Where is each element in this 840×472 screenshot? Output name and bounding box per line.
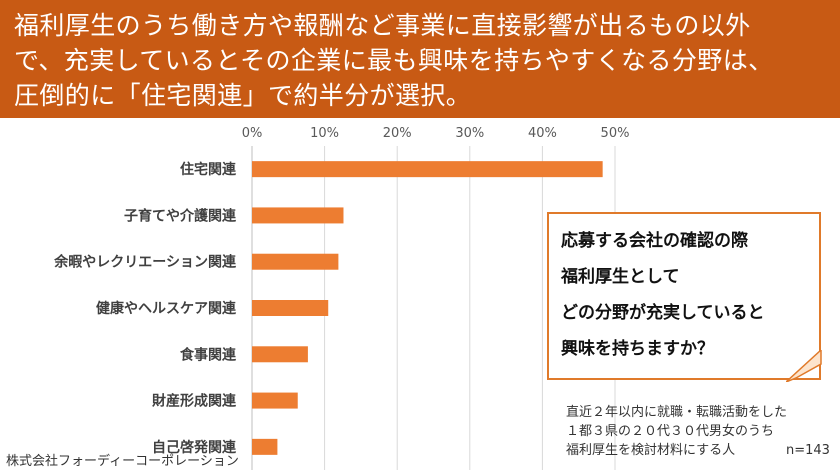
category-label: 自己啓発関連 [152, 439, 237, 456]
callout-folded-corner [786, 350, 822, 382]
note-line-1: 直近２年以内に就職・転職活動をした [566, 405, 788, 420]
header-line-3: 圧倒的に「住宅関連」で約半分が選択。 [14, 81, 472, 110]
header-banner: 福利厚生のうち働き方や報酬など事業に直接影響が出るもの以外 で、充実しているとそ… [0, 0, 840, 118]
bar [252, 253, 339, 270]
bar [252, 300, 329, 316]
sample-size: n=143 [786, 443, 830, 458]
x-axis-ticks: 0% 10% 20% 30% 40% 50% [242, 126, 630, 141]
bar [252, 207, 344, 224]
callout-line-4: 興味を持ちますか？ [561, 339, 714, 359]
category-label: 余暇やレクリエーション関連 [53, 254, 237, 271]
bar-chart: 0% 10% 20% 30% 40% 50% 住宅関連子育てや介護関連余暇やレクリエーショ… [53, 126, 630, 470]
callout-line-2: 福利厚生として [561, 267, 680, 287]
company-name: 株式会社フォーディーコーポレーション [6, 454, 239, 469]
header-line-2: で、充実しているとその企業に最も興味を持ちやすくなる分野は、 [14, 46, 774, 75]
category-label: 財産形成関連 [151, 393, 237, 410]
bars [252, 161, 603, 455]
bar [252, 346, 308, 363]
bar [252, 438, 278, 455]
category-label: 子育てや介護関連 [124, 207, 237, 224]
x-tick-label: 0% [242, 126, 263, 141]
callout-line-1: 応募する会社の確認の際 [561, 231, 748, 251]
category-label: 住宅関連 [180, 161, 237, 178]
header-line-1: 福利厚生のうち働き方や報酬など事業に直接影響が出るもの以外 [14, 11, 751, 40]
bar [252, 392, 298, 409]
category-labels: 住宅関連子育てや介護関連余暇やレクリエーション関連健康やヘルスケア関連食事関連財… [53, 161, 237, 456]
bar [252, 161, 603, 178]
x-tick-label: 20% [383, 126, 412, 141]
x-tick-label: 10% [310, 126, 339, 141]
note-line-2: １都３県の２０代３０代男女のうち [566, 424, 775, 439]
category-label: 食事関連 [180, 346, 237, 363]
x-tick-label: 50% [601, 126, 630, 141]
category-label: 健康やヘルスケア関連 [96, 300, 237, 317]
note-line-3: 福利厚生を検討材料にする人 [566, 443, 736, 458]
question-callout: 応募する会社の確認の際 福利厚生として どの分野が充実していると 興味を持ちます… [547, 212, 821, 380]
x-tick-label: 30% [455, 126, 484, 141]
callout-line-3: どの分野が充実していると [561, 303, 765, 323]
x-tick-label: 40% [528, 126, 557, 141]
